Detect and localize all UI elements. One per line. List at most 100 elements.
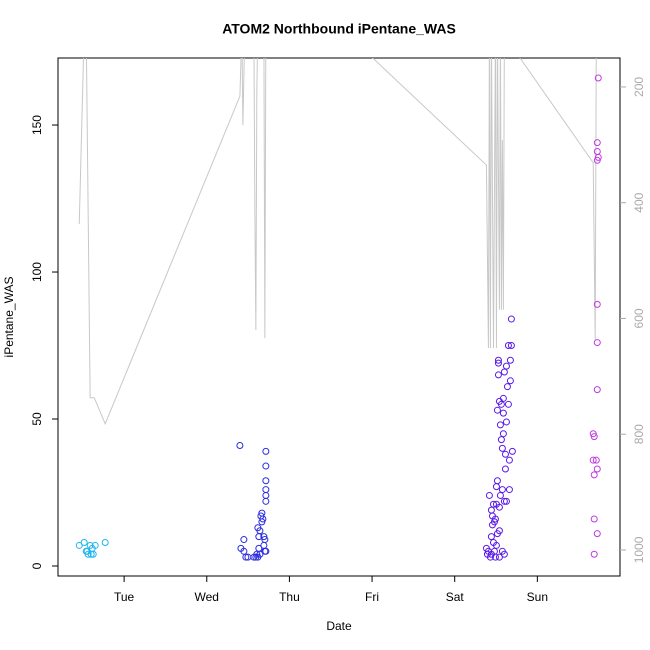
point <box>261 536 269 544</box>
point <box>487 533 495 541</box>
point <box>494 356 502 364</box>
point <box>75 541 83 549</box>
point <box>236 441 244 449</box>
point <box>490 518 498 526</box>
point <box>503 383 511 391</box>
y-tick-label: 100 <box>30 262 44 282</box>
x-tick-label: Sat <box>446 590 465 604</box>
point <box>594 153 602 161</box>
point <box>262 497 270 505</box>
point <box>84 550 92 558</box>
point <box>502 418 510 426</box>
pressure-line <box>78 58 597 426</box>
point <box>262 486 270 494</box>
point <box>502 362 510 370</box>
x-tick-label: Thu <box>279 590 300 604</box>
point <box>91 541 99 549</box>
point <box>589 456 597 464</box>
point <box>498 486 506 494</box>
point <box>507 342 515 350</box>
y2-tick-label: 600 <box>632 308 646 328</box>
chart-title: ATOM2 Northbound iPentane_WAS <box>222 21 456 37</box>
point <box>262 462 270 470</box>
point <box>590 433 598 441</box>
x-axis-label: Date <box>326 619 352 633</box>
point <box>496 421 504 429</box>
point <box>101 538 109 546</box>
y2-tick-label: 400 <box>632 192 646 212</box>
point <box>485 491 493 499</box>
point <box>504 342 512 350</box>
y-tick-label: 0 <box>30 562 44 569</box>
point <box>89 550 97 558</box>
point <box>491 515 499 523</box>
point <box>499 394 507 402</box>
point <box>499 430 507 438</box>
point <box>502 497 510 505</box>
point <box>258 518 266 526</box>
point <box>496 491 504 499</box>
point <box>590 471 598 479</box>
point <box>262 447 270 455</box>
point <box>593 147 601 155</box>
point <box>505 456 513 464</box>
point <box>593 530 601 538</box>
point <box>493 477 501 485</box>
point <box>486 553 494 561</box>
point <box>593 465 601 473</box>
point <box>506 356 514 364</box>
point <box>262 477 270 485</box>
point <box>262 491 270 499</box>
point <box>259 515 267 523</box>
point <box>489 500 497 508</box>
point <box>594 74 602 82</box>
point <box>253 550 261 558</box>
y2-tick-label: 1000 <box>632 536 646 563</box>
point <box>256 527 264 535</box>
x-tick-label: Tue <box>114 590 135 604</box>
point <box>492 541 500 549</box>
point <box>487 550 495 558</box>
point <box>593 156 601 164</box>
point <box>493 530 501 538</box>
point <box>593 300 601 308</box>
point <box>495 503 503 511</box>
point <box>590 515 598 523</box>
point <box>500 368 508 376</box>
point <box>487 506 495 514</box>
point <box>593 339 601 347</box>
y-axis-label: iPentane_WAS <box>2 277 16 358</box>
point <box>590 550 598 558</box>
point <box>497 436 505 444</box>
point <box>80 538 88 546</box>
point <box>501 450 509 458</box>
x-tick-label: Fri <box>365 590 379 604</box>
plot-area <box>75 58 602 561</box>
point <box>504 400 512 408</box>
x-tick-label: Wed <box>195 590 219 604</box>
y2-tick-label: 800 <box>632 424 646 444</box>
point <box>507 315 515 323</box>
y-tick-label: 150 <box>30 115 44 135</box>
point <box>499 409 507 417</box>
point <box>494 359 502 367</box>
point <box>498 444 506 452</box>
y2-tick-label: 200 <box>632 77 646 97</box>
point <box>508 447 516 455</box>
point <box>256 550 264 558</box>
point <box>240 536 248 544</box>
point <box>506 377 514 385</box>
point <box>593 139 601 147</box>
point <box>492 483 500 491</box>
y-tick-label: 50 <box>30 412 44 426</box>
point <box>592 456 600 464</box>
point <box>501 465 509 473</box>
point <box>260 533 268 541</box>
point <box>262 547 270 555</box>
point <box>500 497 508 505</box>
point <box>593 386 601 394</box>
plot-frame <box>57 57 621 577</box>
point <box>589 430 597 438</box>
point <box>242 553 250 561</box>
